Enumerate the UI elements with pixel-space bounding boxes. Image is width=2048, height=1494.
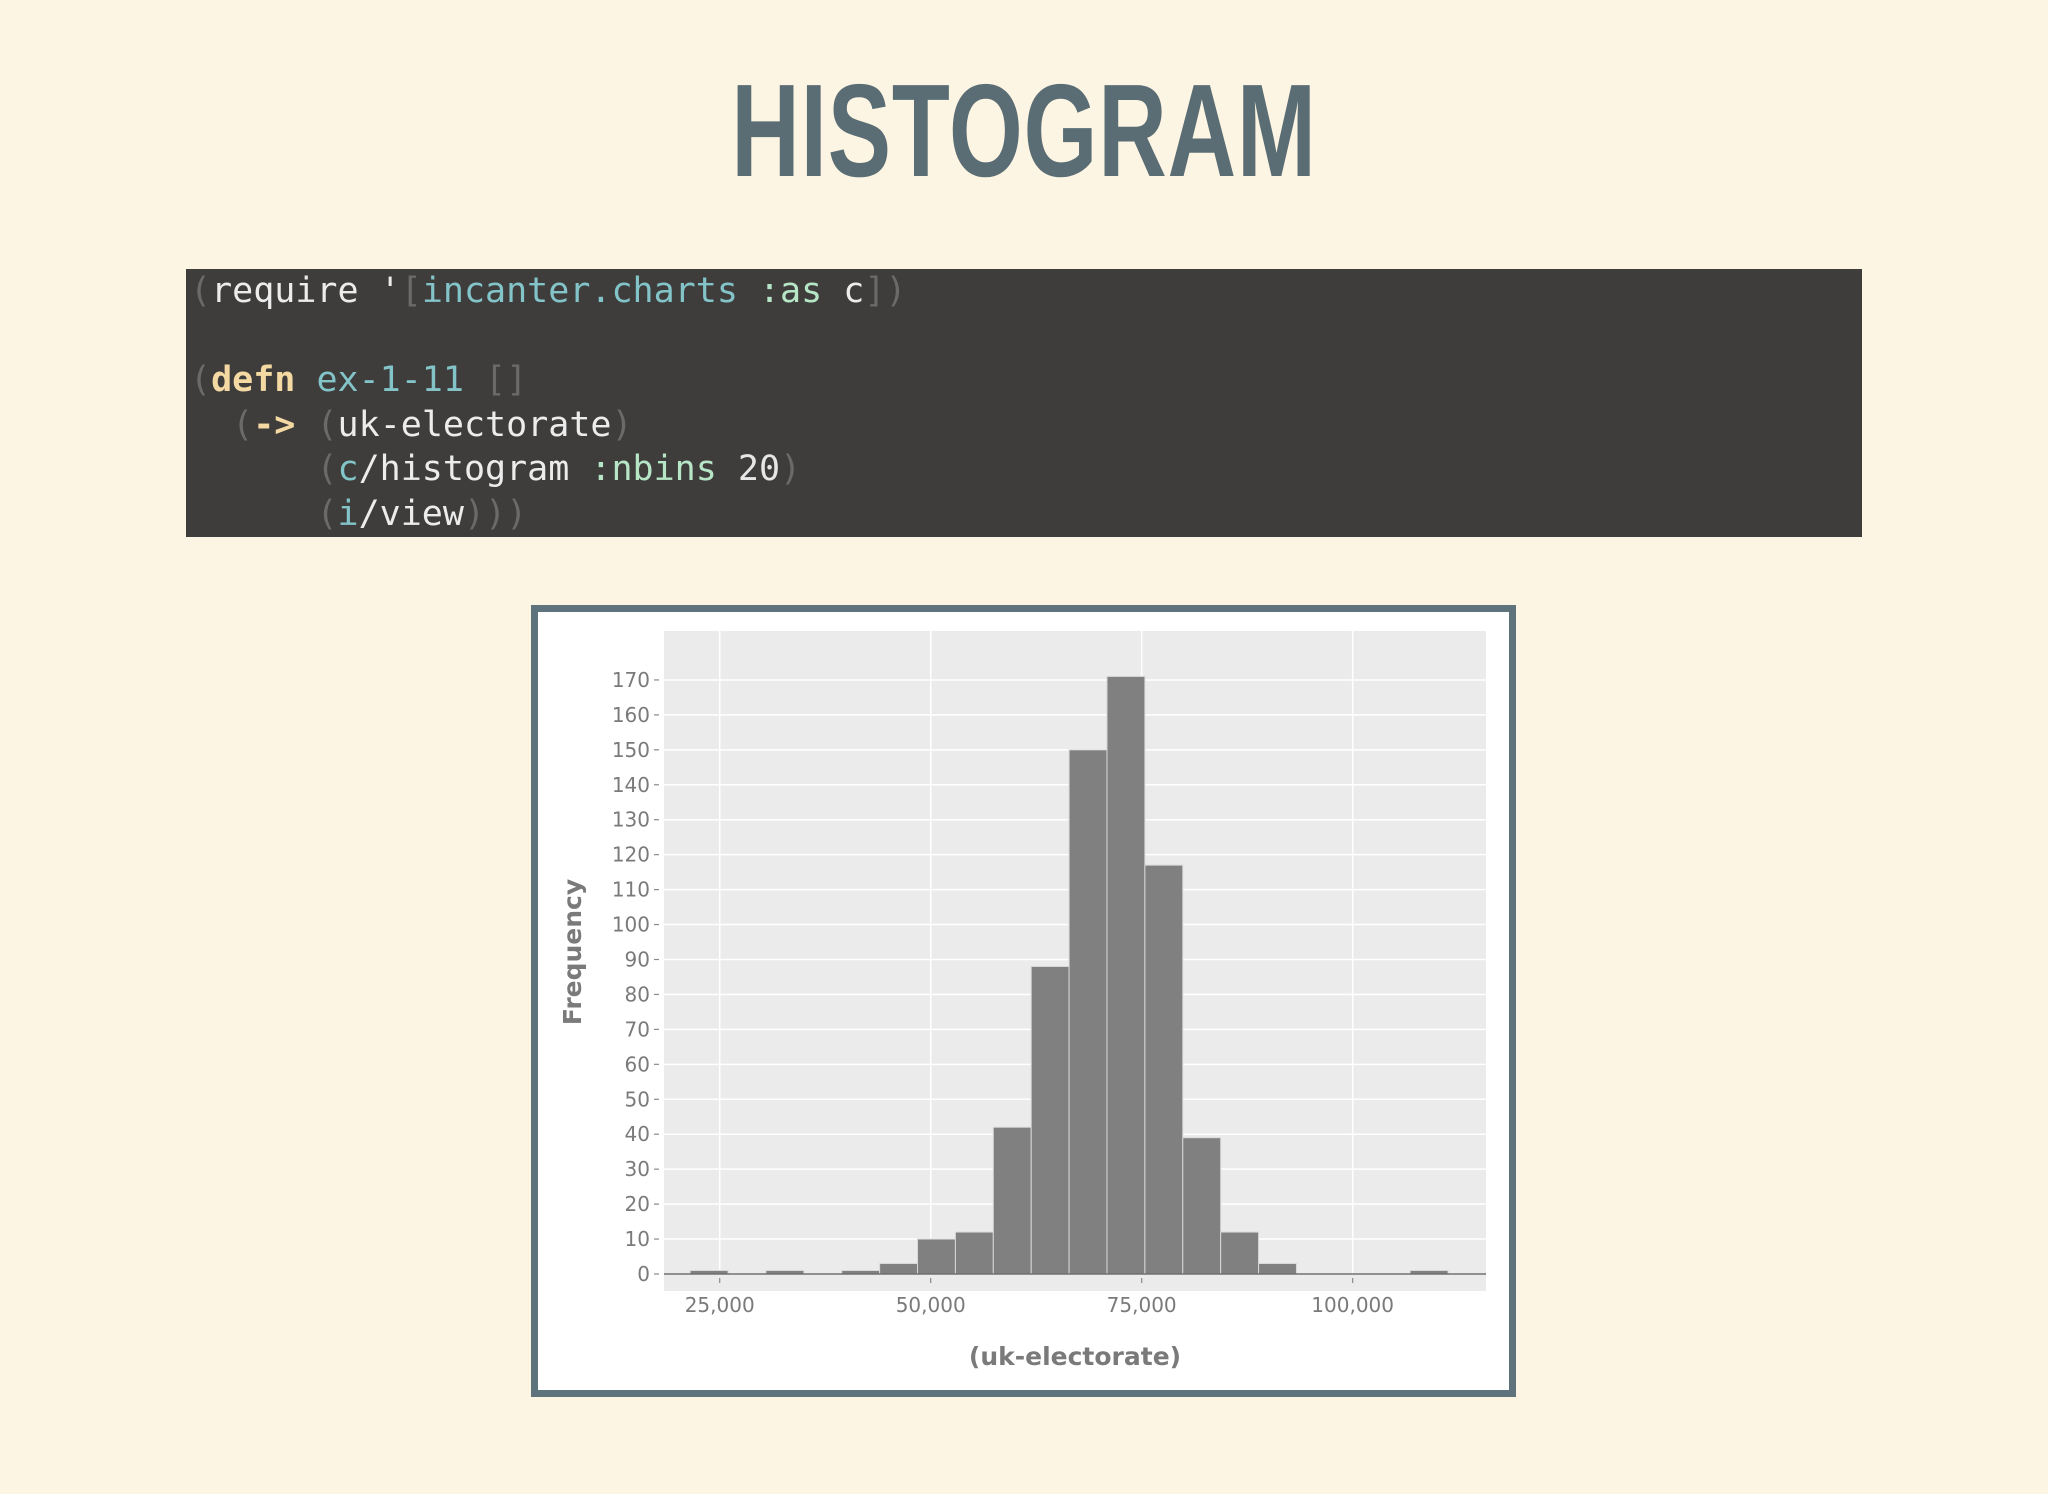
code-line <box>190 314 1862 359</box>
y-tick-label: 90 <box>625 948 650 972</box>
code-token: ]) <box>864 271 907 311</box>
code-token <box>295 360 316 400</box>
y-tick-label: 50 <box>625 1087 650 1111</box>
x-tick-label: 100,000 <box>1311 1293 1394 1317</box>
code-token: require <box>211 271 380 311</box>
y-tick-label: 170 <box>612 668 650 692</box>
slide-title: HISTOGRAM <box>731 57 1317 204</box>
code-token: incanter.charts <box>421 271 738 311</box>
histogram-bar <box>1258 1263 1297 1275</box>
y-tick-label: 150 <box>612 738 650 762</box>
code-token: :as <box>758 271 823 311</box>
code-token <box>738 271 759 311</box>
histogram-bar <box>1220 1231 1260 1275</box>
x-tick-label: 50,000 <box>896 1293 966 1317</box>
y-tick-label: 0 <box>637 1262 650 1286</box>
code-token: ( <box>316 404 338 445</box>
histogram-bar <box>1182 1137 1222 1275</box>
code-token: ex-1-11 <box>316 360 464 400</box>
code-line: (require '[incanter.charts :as c]) <box>190 269 1862 314</box>
x-axis-label: (uk-electorate) <box>969 1342 1181 1371</box>
code-line: (i/view))) <box>190 492 1862 537</box>
code-token: 20 <box>716 449 781 489</box>
code-line: (defn ex-1-11 [] <box>190 358 1862 403</box>
y-tick-label: 60 <box>625 1052 650 1076</box>
code-token: ' <box>379 271 401 311</box>
bars <box>689 675 1449 1275</box>
y-tick-label: 100 <box>612 913 650 937</box>
code-token: ( <box>190 271 212 311</box>
y-tick-label: 130 <box>612 808 650 832</box>
code-token <box>464 360 485 400</box>
code-block: (require '[incanter.charts :as c]) (defn… <box>186 269 1862 537</box>
code-line: (-> (uk-electorate) <box>190 403 1862 448</box>
code-token: [] <box>485 360 528 400</box>
y-axis-ticks: 0 10 20 30 40 50 60 70 80 90 100 110 120 130 140 150 160… <box>612 668 659 1286</box>
histogram-bar <box>917 1238 956 1275</box>
code-token: uk-electorate <box>337 404 612 445</box>
code-token <box>190 449 316 489</box>
y-tick-label: 160 <box>612 703 650 727</box>
code-line: (c/histogram :nbins 20) <box>190 447 1862 492</box>
code-token: ) <box>780 449 802 489</box>
y-tick-label: 80 <box>625 982 650 1006</box>
code-token: /view <box>358 493 464 534</box>
histogram-bar <box>1106 675 1146 1275</box>
code-token: defn <box>211 360 296 400</box>
histogram-chart: 0 10 20 30 40 50 60 70 80 90 100 110 120 130 140 150 160… <box>558 631 1486 1371</box>
code-token <box>190 494 316 534</box>
code-token <box>295 405 316 445</box>
code-token: :nbins <box>590 449 717 489</box>
code-token: ( <box>190 360 212 400</box>
histogram-bar <box>1030 965 1070 1275</box>
code-token: /histogram <box>358 449 591 489</box>
y-tick-label: 120 <box>612 843 650 867</box>
y-tick-label: 30 <box>625 1157 650 1181</box>
y-tick-label: 110 <box>612 878 650 902</box>
y-tick-label: 20 <box>625 1192 650 1216</box>
y-tick-label: 10 <box>625 1227 650 1251</box>
x-tick-label: 25,000 <box>685 1293 755 1317</box>
y-axis-label: Frequency <box>558 879 587 1025</box>
y-tick-label: 140 <box>612 773 650 797</box>
code-token: ) <box>611 404 633 445</box>
histogram-bar <box>879 1263 919 1275</box>
x-tick-label: 75,000 <box>1107 1293 1177 1317</box>
histogram-bar <box>1144 864 1184 1275</box>
code-token: -> <box>253 404 296 445</box>
code-token: ( <box>316 449 338 489</box>
code-token: [ <box>400 271 422 311</box>
code-token: ))) <box>463 493 528 534</box>
code-token: c <box>337 449 359 489</box>
y-tick-label: 70 <box>625 1017 650 1041</box>
code-token: i <box>337 493 359 534</box>
x-axis-ticks: 25,000 50,000 75,000 100,000 <box>685 1278 1394 1317</box>
y-tick-label: 40 <box>625 1122 650 1146</box>
histogram-bar <box>1068 749 1108 1275</box>
code-token: c <box>822 271 865 311</box>
code-token: ( <box>232 404 254 445</box>
histogram-bar <box>992 1126 1032 1275</box>
code-token: ( <box>316 493 338 534</box>
code-token <box>190 405 232 445</box>
chart-frame: 0 10 20 30 40 50 60 70 80 90 100 110 120 130 140 150 160… <box>531 605 1516 1397</box>
histogram-bar <box>954 1231 994 1275</box>
